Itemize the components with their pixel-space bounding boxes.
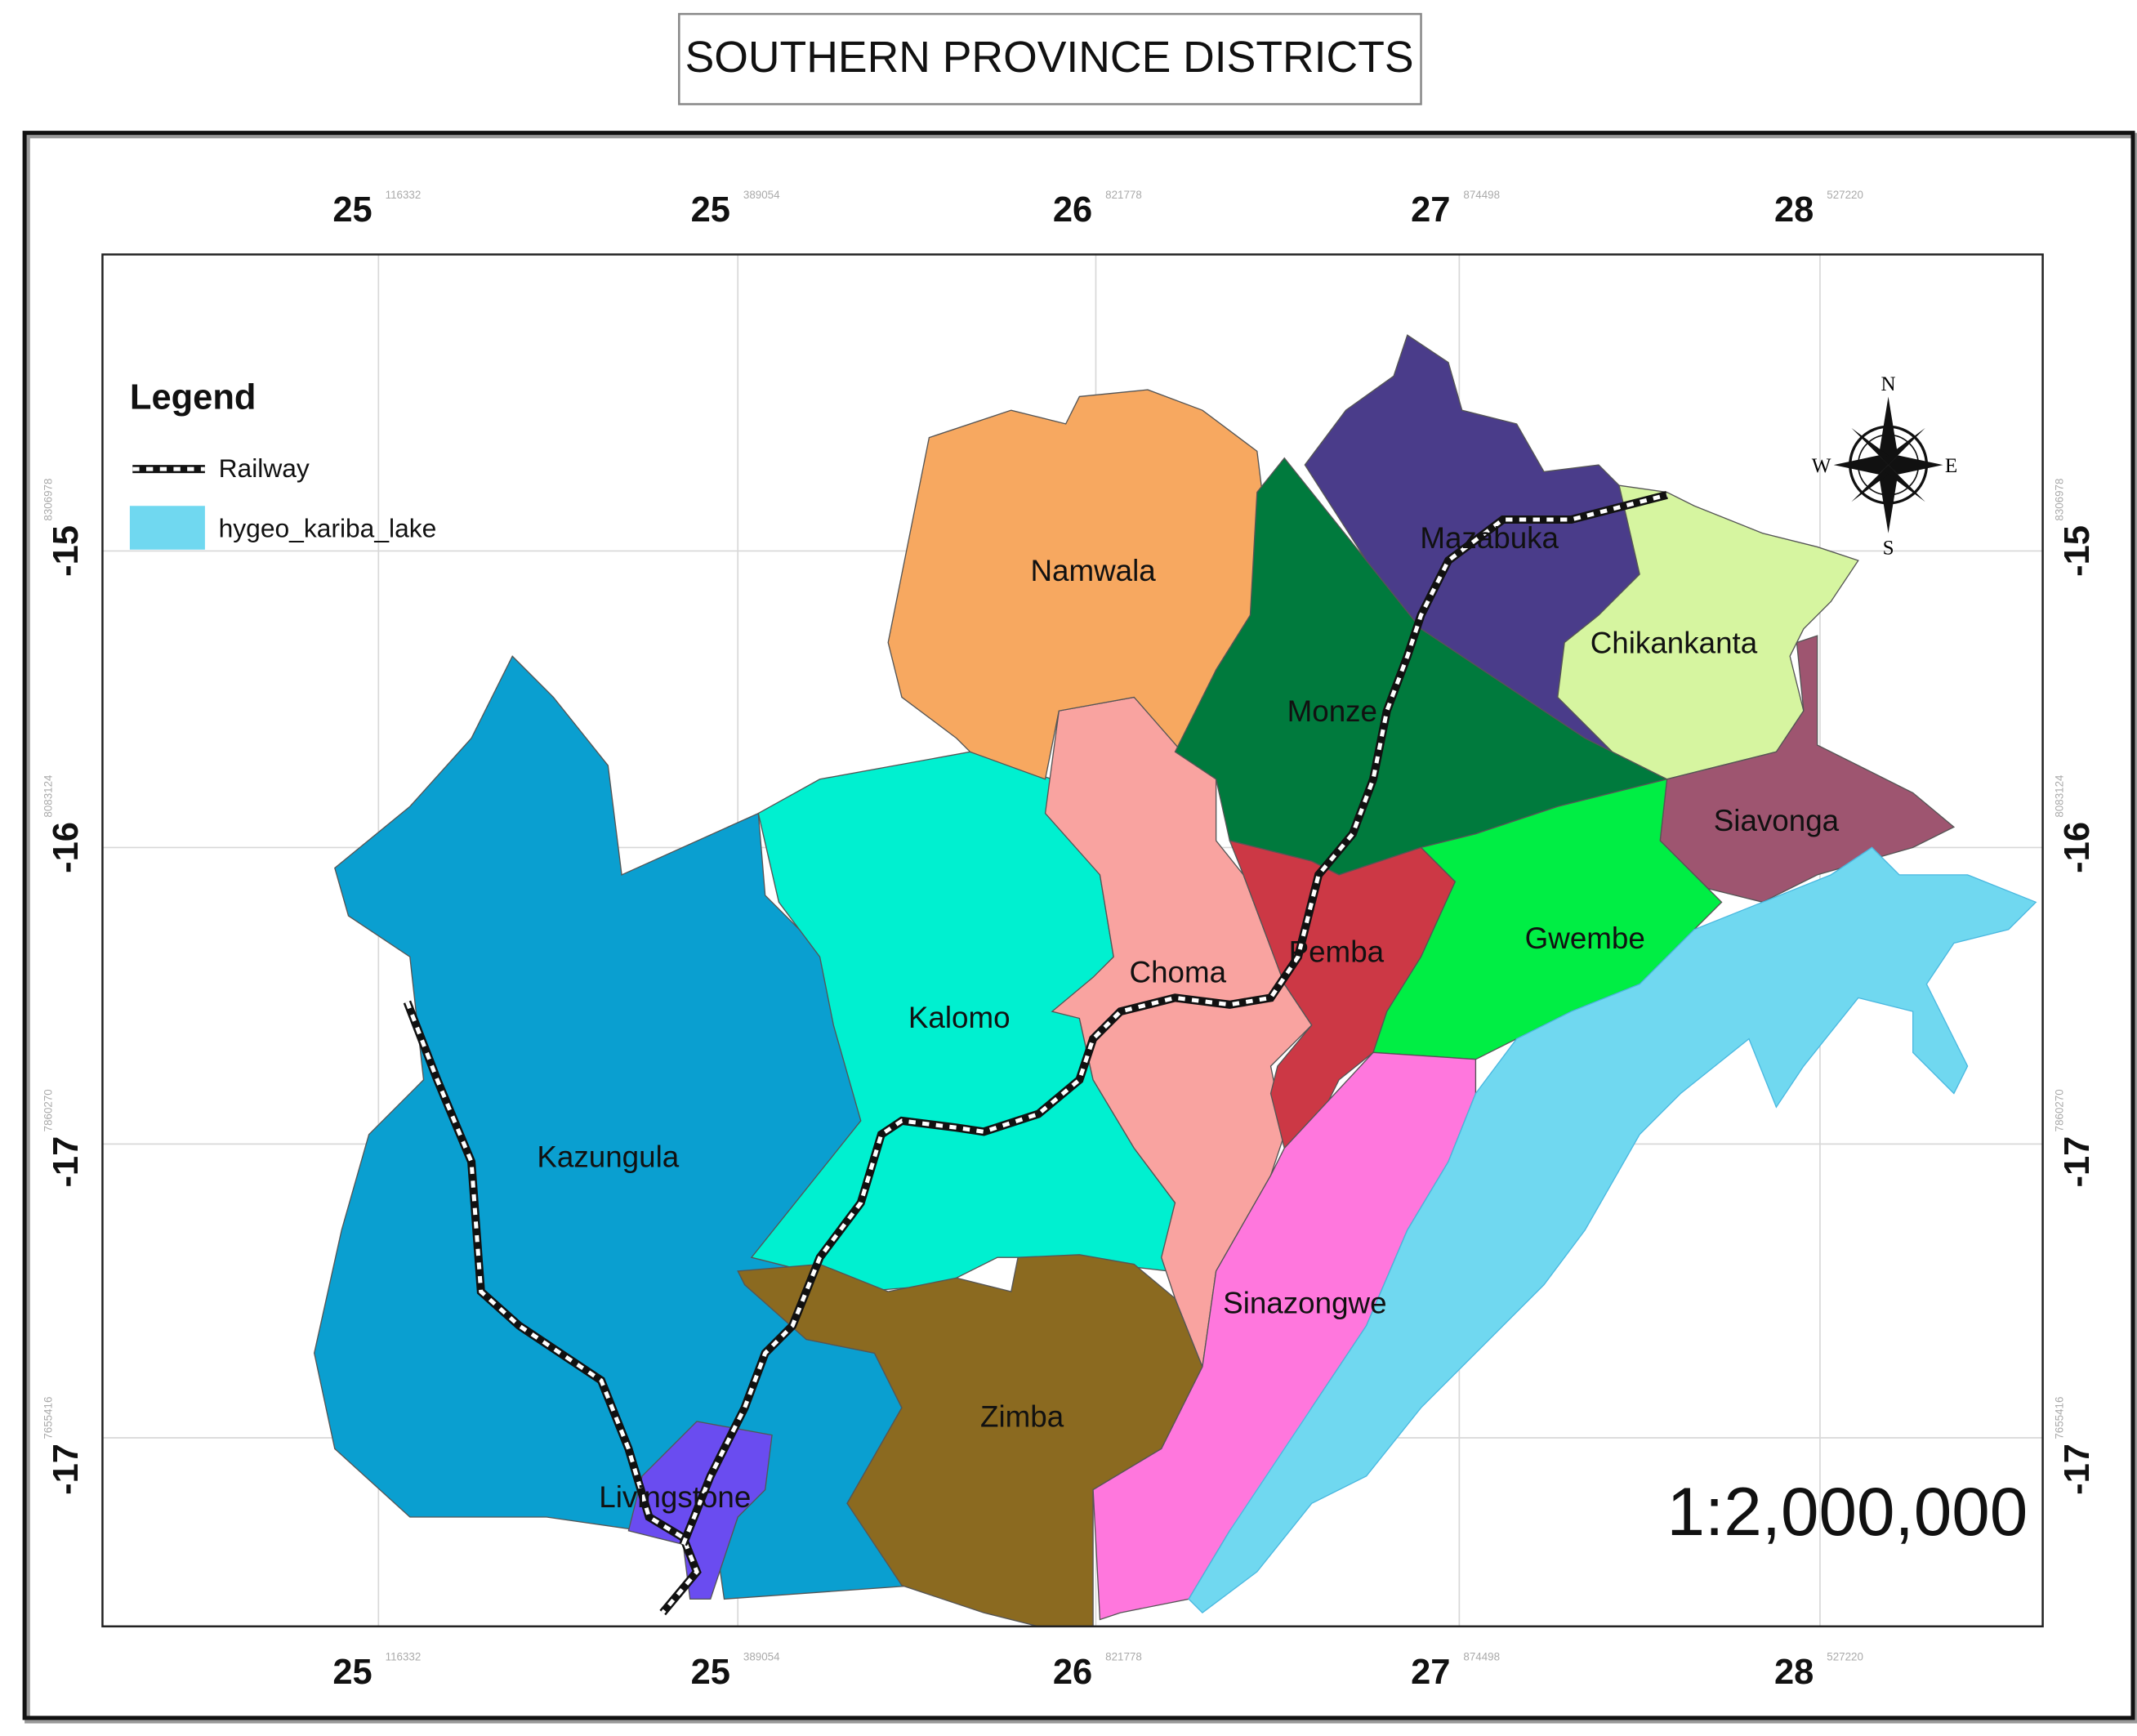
compass-point	[1878, 465, 1898, 533]
grid-label: -17	[2058, 1444, 2097, 1495]
district-label: Kalomo	[908, 1001, 1011, 1034]
district-label: Zimba	[980, 1399, 1064, 1433]
grid-sublabel: 8306978	[2054, 479, 2066, 521]
grid-sublabel: 527220	[1827, 1651, 1863, 1663]
grid-label: -17	[47, 1444, 86, 1495]
grid-label: -16	[47, 822, 86, 873]
railway	[403, 491, 1668, 1616]
district-label: Sinazongwe	[1223, 1286, 1386, 1319]
grid-label: 25	[332, 1653, 372, 1692]
district-labels: Namwala Mazabuka Chikankanta Monze Siavonga P…	[537, 521, 1839, 1514]
grid-sublabel: 7655416	[42, 1397, 55, 1439]
map-frame	[101, 253, 2044, 1628]
district-label: Mazabuka	[1420, 521, 1559, 555]
title-box	[678, 12, 1422, 105]
district-label: Monze	[1287, 694, 1377, 728]
compass-point	[1851, 427, 1894, 466]
grid-label: -15	[47, 525, 86, 577]
district-label: Gwembe	[1525, 922, 1645, 955]
grid-sublabel: 116332	[386, 189, 422, 201]
grid-label: 27	[1411, 1653, 1450, 1692]
grid-label: 26	[1053, 190, 1092, 230]
railway-dash	[405, 1001, 699, 1614]
grid-label: 27	[1411, 190, 1450, 230]
grid-sublabel: 8083124	[42, 774, 55, 818]
district-label: Chikankanta	[1590, 627, 1758, 660]
grid-sublabel: 821778	[1105, 189, 1142, 201]
district-siavonga	[1659, 635, 1956, 904]
grid-label: -15	[2058, 525, 2097, 577]
district-label: Siavonga	[1714, 804, 1840, 837]
compass-point	[1851, 465, 1894, 502]
grid-sublabel: 8083124	[2054, 774, 2066, 818]
grid-label: 28	[1774, 1653, 1814, 1692]
grid-sublabel: 821778	[1105, 1651, 1142, 1663]
grid-sublabel: 7860270	[42, 1089, 55, 1131]
legend-item: hygeo_kariba_lake	[219, 514, 437, 543]
legend-swatch	[129, 506, 205, 550]
graticule: 25 116332 25 116332 25 389054 25 389054 26 821778…	[42, 189, 2098, 1692]
frame-shadow	[25, 132, 2137, 1724]
grid-label: -17	[2058, 1136, 2097, 1188]
kariba-lake	[1188, 846, 2037, 1613]
compass-s: S	[1883, 538, 1894, 560]
compass-e: E	[1945, 455, 1957, 477]
compass-n: N	[1881, 373, 1896, 395]
grid-label: -16	[2058, 822, 2097, 873]
compass-point	[1878, 396, 1898, 466]
grid-label: 28	[1774, 190, 1814, 230]
grid-sublabel: 527220	[1827, 189, 1863, 201]
outer-frame	[22, 131, 2135, 1720]
railway-dash	[680, 493, 1668, 1546]
district-label: Pemba	[1289, 935, 1385, 969]
legend-title: Legend	[130, 377, 257, 417]
grid-label: 26	[1053, 1653, 1092, 1692]
grid-label: 25	[332, 190, 372, 230]
grid-label: 25	[691, 1653, 730, 1692]
grid-label: 25	[691, 190, 730, 230]
grid-sublabel: 7655416	[2054, 1397, 2066, 1439]
grid-sublabel: 116332	[386, 1651, 422, 1663]
map-title: SOUTHERN PROVINCE DISTRICTS	[685, 33, 1414, 82]
grid-sublabel: 389054	[743, 1651, 780, 1663]
compass: N E S W	[1812, 373, 1957, 560]
scale-text: 1:2,000,000	[1667, 1473, 2028, 1550]
grid-label: -17	[47, 1136, 86, 1188]
district-label: Livingstone	[599, 1480, 751, 1514]
compass-point	[1882, 465, 1925, 502]
compass-point	[1833, 455, 1889, 475]
district-label: Choma	[1130, 956, 1227, 989]
legend: Legend Railway hygeo_kariba_lake	[129, 377, 437, 550]
grid-sublabel: 7860270	[2054, 1089, 2066, 1131]
compass-point	[1882, 427, 1925, 466]
legend-item: Railway	[219, 453, 310, 483]
grid-sublabel: 874498	[1463, 1651, 1500, 1663]
compass-point	[1888, 455, 1943, 475]
grid-sublabel: 389054	[743, 189, 780, 201]
district-pemba	[1229, 840, 1457, 1149]
grid-sublabel: 8306978	[42, 479, 55, 521]
compass-w: W	[1812, 455, 1831, 477]
district-label: Kazungula	[537, 1140, 679, 1173]
district-label: Namwala	[1030, 554, 1156, 587]
grid-sublabel: 874498	[1463, 189, 1500, 201]
